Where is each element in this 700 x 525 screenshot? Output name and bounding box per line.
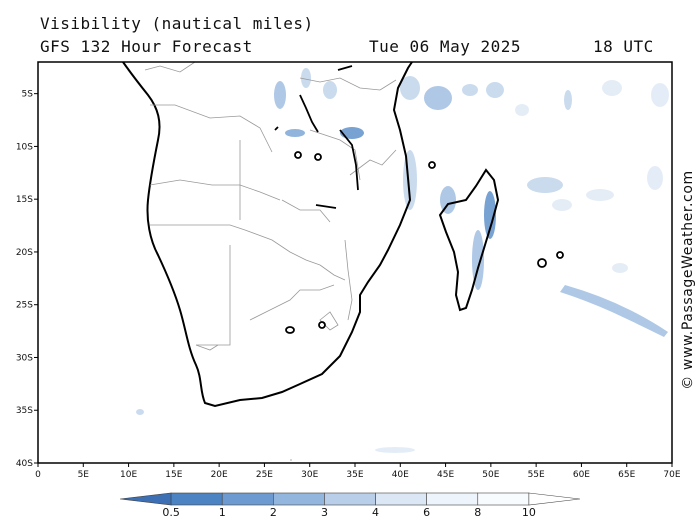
legend-swatch	[426, 492, 479, 506]
legend-label: 10	[522, 506, 536, 519]
lat-tick-label: 30S	[16, 353, 33, 363]
lat-tick-label: 15S	[16, 195, 33, 205]
valid-date: Tue 06 May 2025	[369, 37, 521, 56]
legend-swatch	[528, 492, 581, 506]
chart-title: Visibility (nautical miles)	[40, 14, 314, 33]
valid-time: 18 UTC	[593, 37, 654, 56]
lat-tick-label: 35S	[16, 406, 33, 416]
forecast-model-label: GFS 132 Hour Forecast	[40, 37, 253, 56]
legend-swatch	[221, 492, 274, 506]
lon-tick-label: 5E	[78, 470, 90, 480]
madagascar-coastline	[438, 168, 500, 312]
lon-tick-label: 65E	[618, 470, 635, 480]
lon-tick-label: 15E	[165, 470, 182, 480]
lon-tick-label: 0	[35, 470, 41, 480]
country-borders	[144, 61, 397, 461]
legend-label: 1	[219, 506, 226, 519]
lon-tick-label: 20E	[211, 470, 228, 480]
lon-tick-label: 40E	[392, 470, 409, 480]
legend-label: 8	[474, 506, 481, 519]
latitude-axis: 5S 10S 15S 20S 25S 30S 35S 40S	[16, 90, 38, 469]
lat-tick-label: 10S	[16, 142, 33, 152]
africa-coastline	[122, 61, 413, 408]
lon-tick-label: 70E	[663, 470, 680, 480]
map-frame	[37, 61, 673, 464]
lon-tick-label: 55E	[528, 470, 545, 480]
lat-tick-label: 40S	[16, 459, 33, 469]
lon-tick-label: 30E	[301, 470, 318, 480]
longitude-axis: 0 5E 10E 15E 20E 25E 30E 35E 40E 45E 50E 55E 60E 65E 7…	[35, 463, 681, 480]
legend-label: 0.5	[162, 506, 180, 519]
lon-tick-label: 35E	[346, 470, 363, 480]
lat-tick-label: 20S	[16, 248, 33, 258]
lon-tick-label: 10E	[120, 470, 137, 480]
legend-swatch	[324, 492, 376, 506]
legend-label: 2	[270, 506, 277, 519]
legend-label: 6	[423, 506, 430, 519]
legend-label: 4	[372, 506, 379, 519]
lat-tick-label: 5S	[22, 90, 34, 100]
legend-label: 3	[321, 506, 328, 519]
lon-tick-label: 50E	[482, 470, 499, 480]
legend-swatch	[375, 492, 427, 506]
legend-swatch	[477, 492, 530, 506]
legend-swatch	[170, 492, 223, 506]
lakes	[274, 65, 564, 334]
legend-swatch	[119, 492, 172, 506]
lon-tick-label: 45E	[437, 470, 454, 480]
lon-tick-label: 60E	[573, 470, 590, 480]
legend-swatch	[273, 492, 325, 506]
lon-tick-label: 25E	[256, 470, 273, 480]
lat-tick-label: 25S	[16, 301, 33, 311]
watermark: © www.PassageWeather.com	[680, 170, 696, 390]
visibility-legend: 0.5 1 2 3 4 6 8 10	[119, 492, 581, 519]
